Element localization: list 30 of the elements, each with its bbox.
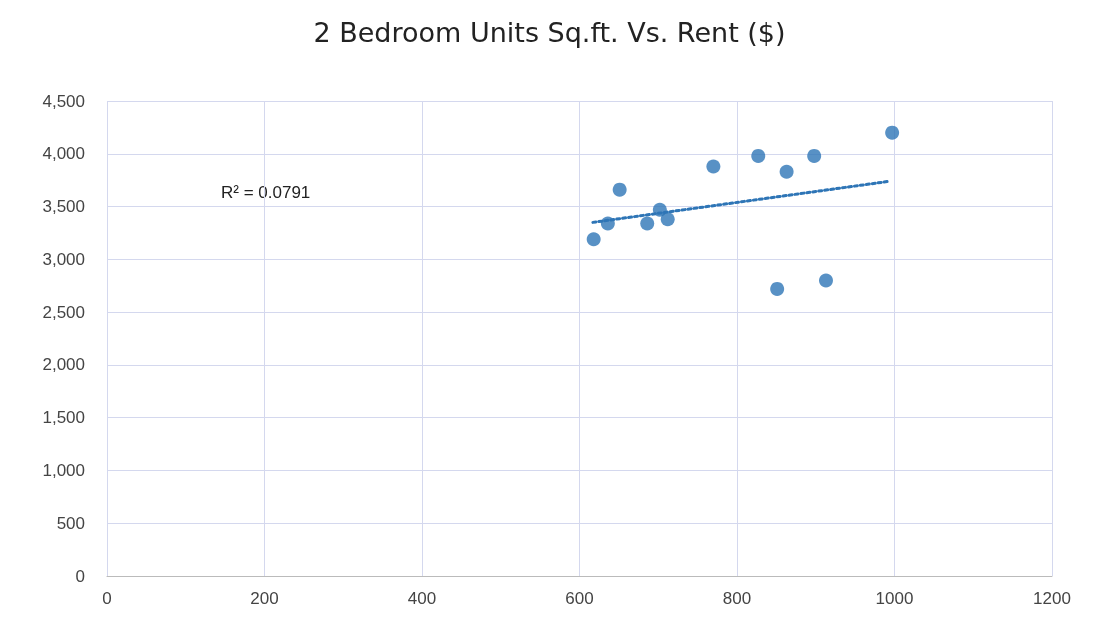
y-tick-label: 4,500	[42, 91, 85, 111]
point	[770, 281, 785, 296]
x-tick-label: 400	[407, 589, 437, 608]
y-tick-label: 0	[75, 566, 85, 586]
x-tick-label: 1000	[875, 589, 914, 608]
x-tick-label: 200	[250, 589, 279, 608]
x-tick-label: 800	[722, 589, 752, 608]
y-tick-label: 4,000	[42, 144, 85, 164]
chart-title: 2 Bedroom Units Sq.ft. Vs. Rent ($)	[313, 17, 786, 48]
point	[807, 148, 822, 163]
y-tick-label: 500	[56, 513, 85, 533]
point	[819, 273, 833, 288]
x-tick-label: 600	[565, 589, 594, 608]
point	[779, 164, 794, 179]
y-tick-label: 3,500	[42, 197, 85, 217]
point	[885, 125, 900, 140]
annotation: R² = 0.0791	[221, 183, 311, 202]
y-tick-label: 3,000	[42, 249, 85, 269]
y-tick-label: 1,000	[42, 460, 85, 480]
point	[706, 159, 721, 174]
point	[660, 212, 675, 227]
y-tick-label: 2,000	[42, 355, 85, 375]
point	[640, 216, 655, 231]
y-tick-label: 2,500	[42, 302, 85, 322]
point	[751, 148, 766, 163]
point	[586, 232, 601, 247]
y-tick-label: 1,500	[42, 408, 85, 428]
point	[612, 182, 627, 197]
x-tick-label: 1200	[1033, 589, 1071, 608]
x-tick-label: 0	[102, 589, 112, 608]
